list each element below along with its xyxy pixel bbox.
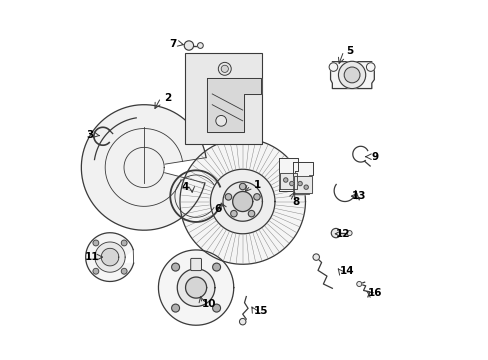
Text: 16: 16 xyxy=(367,288,382,298)
Circle shape xyxy=(212,263,220,271)
Text: 15: 15 xyxy=(253,306,267,316)
Circle shape xyxy=(184,41,193,50)
Circle shape xyxy=(328,63,337,71)
Polygon shape xyxy=(81,105,205,230)
Polygon shape xyxy=(223,182,262,221)
Polygon shape xyxy=(232,192,252,212)
Text: 4: 4 xyxy=(181,182,189,192)
Circle shape xyxy=(121,268,127,274)
Polygon shape xyxy=(279,173,297,189)
Polygon shape xyxy=(210,169,274,234)
Circle shape xyxy=(215,116,226,126)
Polygon shape xyxy=(185,277,206,298)
Text: 12: 12 xyxy=(335,229,349,239)
Circle shape xyxy=(312,254,319,260)
Polygon shape xyxy=(206,78,260,132)
Text: 8: 8 xyxy=(292,197,300,207)
Text: 6: 6 xyxy=(214,204,221,214)
Circle shape xyxy=(289,181,293,186)
Circle shape xyxy=(93,240,99,246)
Polygon shape xyxy=(158,250,233,325)
Circle shape xyxy=(221,65,228,72)
Circle shape xyxy=(93,268,99,274)
Circle shape xyxy=(283,178,287,182)
Circle shape xyxy=(253,194,260,200)
Circle shape xyxy=(248,210,254,217)
Text: 13: 13 xyxy=(351,191,366,201)
Text: 5: 5 xyxy=(346,46,353,56)
Polygon shape xyxy=(278,158,298,191)
Text: 10: 10 xyxy=(201,299,215,309)
FancyBboxPatch shape xyxy=(190,258,201,271)
Text: 14: 14 xyxy=(339,266,353,276)
Circle shape xyxy=(171,304,179,312)
Circle shape xyxy=(356,282,361,287)
Circle shape xyxy=(344,67,359,83)
Circle shape xyxy=(225,194,231,200)
Circle shape xyxy=(346,230,351,235)
Polygon shape xyxy=(180,139,305,264)
Circle shape xyxy=(304,185,308,189)
Text: 2: 2 xyxy=(163,93,171,103)
Circle shape xyxy=(297,181,302,186)
Text: 3: 3 xyxy=(86,130,94,140)
Circle shape xyxy=(239,319,245,325)
Circle shape xyxy=(218,62,231,75)
Text: 11: 11 xyxy=(84,252,99,262)
Circle shape xyxy=(121,240,127,246)
Polygon shape xyxy=(293,176,311,193)
Circle shape xyxy=(239,183,245,190)
Polygon shape xyxy=(95,242,125,272)
Polygon shape xyxy=(85,233,133,282)
Text: 1: 1 xyxy=(253,180,260,190)
Circle shape xyxy=(212,304,220,312)
Polygon shape xyxy=(124,147,164,188)
Polygon shape xyxy=(292,162,312,194)
Text: 9: 9 xyxy=(371,152,378,162)
Polygon shape xyxy=(330,62,373,89)
Circle shape xyxy=(197,42,203,48)
Circle shape xyxy=(171,263,179,271)
FancyBboxPatch shape xyxy=(185,53,262,144)
Circle shape xyxy=(330,228,340,238)
Polygon shape xyxy=(101,248,119,266)
Circle shape xyxy=(366,63,374,71)
Polygon shape xyxy=(177,269,214,306)
Text: 7: 7 xyxy=(169,39,176,49)
Circle shape xyxy=(338,61,365,89)
Circle shape xyxy=(230,210,237,217)
